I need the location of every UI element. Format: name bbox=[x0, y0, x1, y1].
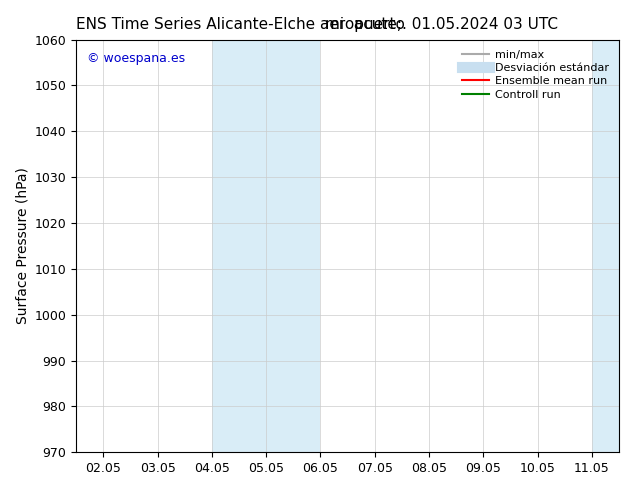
Bar bbox=[592, 40, 619, 452]
Y-axis label: Surface Pressure (hPa): Surface Pressure (hPa) bbox=[15, 168, 29, 324]
Text: ENS Time Series Alicante-Elche aeropuerto: ENS Time Series Alicante-Elche aeropuert… bbox=[76, 17, 405, 32]
Bar bbox=[212, 40, 320, 452]
Legend: min/max, Desviación estándar, Ensemble mean run, Controll run: min/max, Desviación estándar, Ensemble m… bbox=[457, 45, 614, 104]
Text: mi  acute;. 01.05.2024 03 UTC: mi acute;. 01.05.2024 03 UTC bbox=[325, 17, 558, 32]
Text: © woespana.es: © woespana.es bbox=[87, 52, 185, 65]
